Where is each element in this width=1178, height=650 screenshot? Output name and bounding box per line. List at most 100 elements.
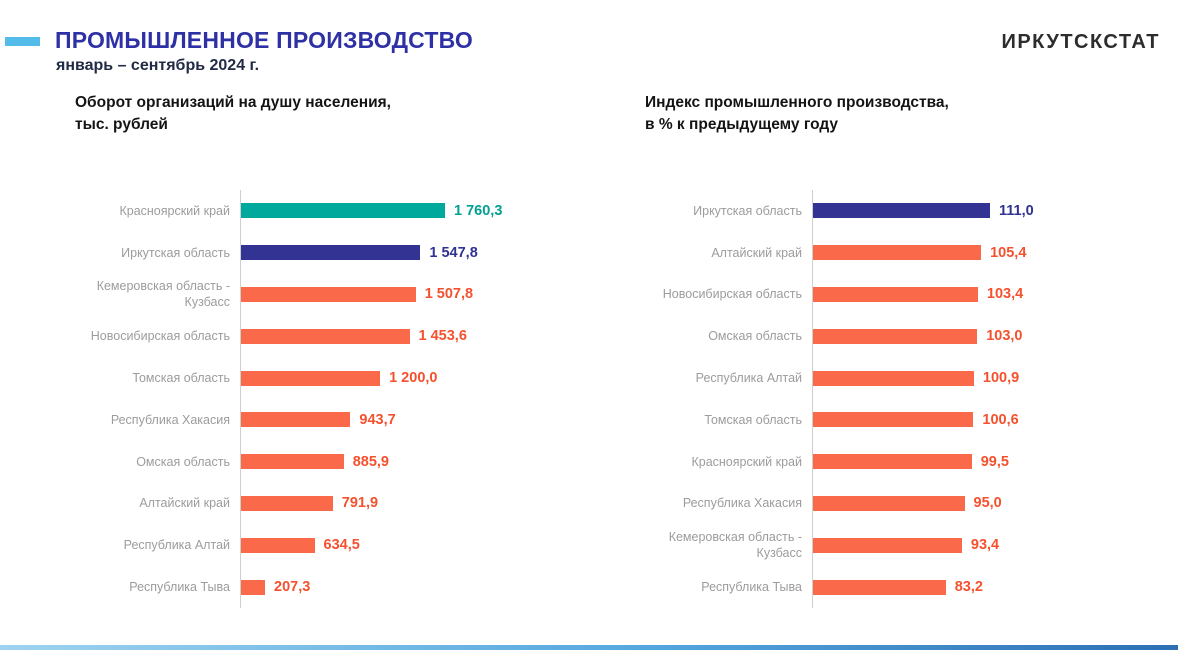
value-label: 1 760,3: [454, 202, 503, 219]
chart-row: Алтайский край 105,4: [589, 231, 1178, 274]
category-label: Омская область: [708, 329, 802, 344]
category-label: Алтайский край: [711, 245, 802, 260]
bar-track: 83,2: [812, 566, 1178, 608]
value-label: 1 200,0: [389, 370, 438, 387]
bar-track: 207,3: [240, 566, 589, 608]
chart-row: Иркутская область 1 547,8: [0, 231, 589, 274]
bar-track: 103,0: [812, 315, 1178, 358]
category-label: Республика Алтай: [695, 370, 802, 385]
category-label: Республика Алтай: [123, 538, 230, 553]
org-logo: ИРКУТСКСТАТ: [1001, 31, 1160, 53]
value-label: 791,9: [341, 495, 379, 512]
category-label: Иркутская область: [121, 245, 230, 260]
chart-row: Республика Хакасия 95,0: [589, 482, 1178, 525]
category-label: Новосибирская область: [662, 287, 802, 302]
right-chart-title: Индекс промышленного производства, в % к…: [645, 94, 949, 134]
bar: [241, 412, 351, 428]
bar-track: 111,0: [812, 190, 1178, 232]
value-label: 111,0: [999, 202, 1034, 219]
production-index-chart: Иркутская область 111,0 Алтайский край 105,…: [589, 190, 1178, 608]
chart-row: Новосибирская область 1 453,6: [0, 315, 589, 358]
category-label: Томская область: [704, 412, 802, 427]
value-label: 83,2: [954, 579, 983, 596]
value-label: 885,9: [352, 453, 389, 470]
category-label: Республика Тыва: [129, 579, 230, 594]
bar: [813, 579, 946, 595]
bar-track: 95,0: [812, 482, 1178, 525]
value-label: 1 453,6: [418, 328, 467, 345]
bar-track: 99,5: [812, 440, 1178, 483]
bar: [241, 203, 445, 219]
left-chart-title: Оборот организаций на душу населения, ты…: [75, 94, 391, 134]
bar: [813, 370, 974, 386]
bar: [813, 412, 974, 428]
bar: [241, 579, 265, 595]
bar: [813, 286, 978, 302]
bar-track: 1 547,8: [240, 231, 589, 274]
value-label: 103,4: [986, 286, 1024, 303]
bar-track: 791,9: [240, 482, 589, 525]
category-label: Республика Хакасия: [682, 496, 802, 511]
chart-row: Томская область 1 200,0: [0, 357, 589, 399]
bar: [241, 537, 315, 553]
bar: [813, 537, 962, 553]
bar: [241, 370, 381, 386]
bar: [241, 328, 410, 344]
chart-row: Омская область 885,9: [0, 440, 589, 483]
chart-row: Республика Хакасия 943,7: [0, 398, 589, 441]
chart-row: Кемеровская область - Кузбасс 1 507,8: [0, 273, 589, 316]
value-label: 634,5: [323, 537, 360, 554]
bar-track: 100,9: [812, 357, 1178, 399]
bar-track: 943,7: [240, 398, 589, 441]
value-label: 943,7: [359, 411, 396, 428]
turnover-chart: Красноярский край 1 760,3 Иркутская област…: [0, 190, 589, 608]
category-label: Красноярский край: [119, 203, 230, 218]
footer-strip: [0, 645, 1178, 650]
bar-track: 1 200,0: [240, 357, 589, 399]
value-label: 103,0: [986, 328, 1023, 345]
value-label: 99,5: [980, 453, 1009, 470]
chart-row: Алтайский край 791,9: [0, 482, 589, 525]
category-label: Алтайский край: [139, 496, 230, 511]
chart-row: Красноярский край 99,5: [589, 440, 1178, 483]
bar-track: 885,9: [240, 440, 589, 483]
chart-row: Омская область 103,0: [589, 315, 1178, 358]
chart-row: Томская область 100,6: [589, 398, 1178, 441]
value-label: 105,4: [990, 244, 1027, 261]
category-label: Новосибирская область: [90, 329, 230, 344]
bar-track: 93,4: [812, 524, 1178, 567]
category-label: Красноярский край: [691, 454, 802, 469]
bar: [241, 495, 333, 511]
bar-track: 1 453,6: [240, 315, 589, 358]
chart-row: Кемеровская область - Кузбасс 93,4: [589, 524, 1178, 567]
category-label: Кемеровская область - Кузбасс: [668, 530, 802, 561]
bar-track: 103,4: [812, 273, 1178, 316]
value-label: 1 547,8: [429, 244, 478, 261]
bar-track: 1 507,8: [240, 273, 589, 316]
bar-track: 105,4: [812, 231, 1178, 274]
chart-row: Республика Тыва 207,3: [0, 566, 589, 608]
bar: [813, 203, 990, 219]
bar: [813, 454, 972, 470]
value-label: 1 507,8: [424, 286, 474, 303]
category-label: Томская область: [132, 370, 230, 385]
value-label: 93,4: [970, 537, 1000, 554]
bar: [813, 495, 965, 511]
category-label: Кемеровская область - Кузбасс: [96, 279, 230, 310]
bar: [241, 245, 421, 261]
bar-track: 634,5: [240, 524, 589, 567]
bar: [813, 245, 982, 261]
bar: [241, 454, 344, 470]
category-label: Республика Хакасия: [110, 412, 230, 427]
bar: [241, 286, 416, 302]
bar-track: 100,6: [812, 398, 1178, 441]
chart-row: Иркутская область 111,0: [589, 190, 1178, 232]
chart-row: Красноярский край 1 760,3: [0, 190, 589, 232]
value-label: 100,6: [982, 411, 1019, 428]
bar-track: 1 760,3: [240, 190, 589, 232]
value-label: 100,9: [982, 370, 1020, 387]
chart-row: Новосибирская область 103,4: [589, 273, 1178, 316]
value-label: 95,0: [973, 495, 1002, 512]
page-title: ПРОМЫШЛЕННОЕ ПРОИЗВОДСТВО: [55, 27, 473, 53]
